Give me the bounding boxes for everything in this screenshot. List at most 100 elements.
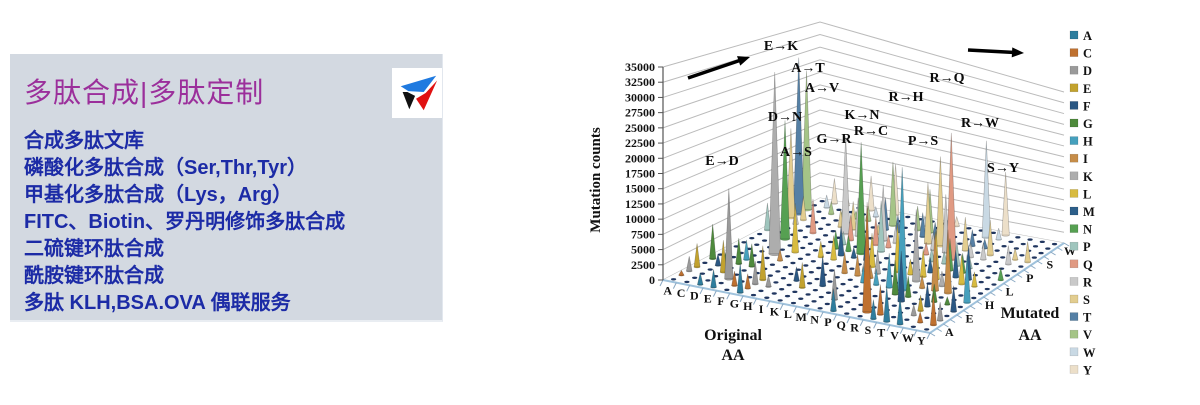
original-aa-tick: S xyxy=(865,323,872,337)
cone-V-E xyxy=(917,294,924,313)
legend-swatch xyxy=(1069,329,1079,339)
cone-I-N xyxy=(845,235,852,253)
mutated-aa-tick: S xyxy=(1047,257,1054,271)
cone-W-G xyxy=(944,295,951,306)
cone-L-I xyxy=(841,251,848,275)
panel-link-3[interactable]: FITC、Biotin、罗丹明修饰多肽合成 xyxy=(24,211,346,233)
legend-item-E: E xyxy=(1069,82,1091,96)
legend-item-R: R xyxy=(1069,275,1093,289)
y-tick-label: 0 xyxy=(649,273,655,287)
original-aa-tick: F xyxy=(717,294,724,308)
legend-swatch xyxy=(1069,171,1079,181)
cone-S-A xyxy=(870,299,877,321)
cone-T-R xyxy=(980,242,987,261)
y-tick-label: 30000 xyxy=(625,90,655,104)
y-tick-label: 5000 xyxy=(631,243,655,257)
cone-N-Y xyxy=(953,215,960,228)
cone-Y-H xyxy=(963,254,971,304)
panel-link-1[interactable]: 磷酸化多肽合成（Ser,Thr,Tyr） xyxy=(24,157,308,179)
cone-R-C xyxy=(862,202,872,314)
original-aa-tick: P xyxy=(824,315,831,329)
svg-text:AA: AA xyxy=(1018,327,1042,344)
legend-label: F xyxy=(1083,99,1091,113)
cone-T-A xyxy=(883,285,891,323)
legend-label: S xyxy=(1083,293,1090,307)
panel-link-0[interactable]: 合成多肽文库 xyxy=(24,130,144,152)
cone-F-L xyxy=(791,203,799,254)
cone-A-P xyxy=(764,202,771,232)
panel-link-2[interactable]: 甲基化多肽合成（Lys，Arg） xyxy=(24,184,293,206)
legend-item-D: D xyxy=(1069,64,1092,78)
cone-Q-L xyxy=(907,258,914,276)
legend-swatch xyxy=(1069,65,1079,75)
panel-link-4[interactable]: 二硫键环肽合成 xyxy=(24,238,164,260)
annotation-A-to-S: A→S xyxy=(780,145,812,160)
legend-label: E xyxy=(1083,82,1091,96)
cone-F-Y xyxy=(867,175,875,212)
original-aa-tick: K xyxy=(770,305,780,319)
original-aa-tick: W xyxy=(902,331,914,345)
y-tick-label: 35000 xyxy=(625,60,655,74)
legend-item-H: H xyxy=(1069,135,1093,149)
panel-link-5[interactable]: 酰胺键环肽合成 xyxy=(24,265,164,287)
cone-S-W xyxy=(995,228,1002,241)
cone-K-E xyxy=(798,262,806,289)
legend-swatch xyxy=(1069,312,1079,321)
direction-arrow xyxy=(967,48,1016,55)
panel-link-6[interactable]: 多肽 KLH,BSA.OVA 偶联服务 xyxy=(24,292,291,314)
mutated-aa-tick: A xyxy=(945,325,954,339)
original-aa-tick: Y xyxy=(917,334,926,348)
mutated-aa-tick: E xyxy=(965,311,973,325)
y-tick-label: 25000 xyxy=(625,121,655,135)
cone-S-I xyxy=(918,275,926,290)
annotation-D-to-N: D→N xyxy=(768,110,802,125)
cone-A-D xyxy=(685,256,693,273)
cone-F-I xyxy=(776,249,784,262)
cone-E-G xyxy=(748,243,756,268)
cone-W-R xyxy=(1005,245,1012,266)
cone-D-E xyxy=(719,240,727,274)
y-axis-title: Mutation counts xyxy=(588,127,604,233)
legend-label: M xyxy=(1083,205,1095,219)
cone-D-G xyxy=(735,238,743,266)
cone-C-S xyxy=(799,196,807,222)
y-tick-label: 15000 xyxy=(625,182,655,196)
y-tick-label: 17500 xyxy=(625,167,655,181)
cone-Y-D xyxy=(936,302,944,322)
cone-C-W xyxy=(823,194,830,209)
cone-P-A xyxy=(830,288,837,313)
original-aa-tick: N xyxy=(810,312,819,326)
legend-label: T xyxy=(1083,311,1092,325)
cone-S-C xyxy=(876,284,884,316)
legend-label: P xyxy=(1083,240,1091,254)
cone-S-F xyxy=(897,250,906,303)
annotation-A-to-T: A→T xyxy=(791,61,825,76)
annotation-E-to-D: E→D xyxy=(705,154,738,169)
legend-label: W xyxy=(1083,346,1096,360)
original-aa-tick: D xyxy=(690,289,699,303)
cone-E-A xyxy=(710,269,717,289)
cone-G-C xyxy=(744,273,751,290)
y-tick-label: 20000 xyxy=(625,151,655,165)
legend-swatch xyxy=(1069,241,1079,251)
annotation-R-to-W: R→W xyxy=(961,116,999,131)
annotation-K-to-N: K→N xyxy=(845,108,880,123)
legend-item-A: A xyxy=(1069,29,1092,43)
cone-Y-N xyxy=(997,268,1004,282)
company-logo[interactable] xyxy=(392,68,442,118)
legend-label: I xyxy=(1083,152,1088,166)
legend-item-S: S xyxy=(1069,293,1090,307)
cone-K-M xyxy=(850,246,857,259)
legend-label: Q xyxy=(1083,258,1093,272)
original-aa-tick: R xyxy=(850,320,859,334)
cone-A-G xyxy=(709,224,717,261)
original-aa-tick: M xyxy=(796,310,807,324)
legend-swatch xyxy=(1069,136,1079,145)
cone-E-K xyxy=(768,71,781,257)
direction-arrow xyxy=(687,58,743,80)
legend-item-N: N xyxy=(1069,223,1092,237)
legend-label: K xyxy=(1083,170,1093,184)
cone-D-N xyxy=(779,120,791,241)
